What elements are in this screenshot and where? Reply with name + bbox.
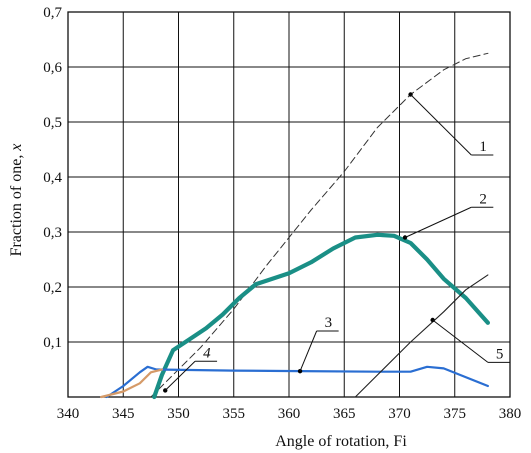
x-tick-label: 370 xyxy=(388,406,411,422)
annotation-3-leader xyxy=(299,330,318,372)
y-tick-label: 0,7 xyxy=(43,5,62,21)
y-axis-label-text: Fraction of one, xyxy=(8,151,25,257)
y-axis-label-var: x xyxy=(8,144,25,152)
annotations: 1 2 3 4 5 xyxy=(163,92,510,393)
x-axis-label: Angle of rotation, Fi xyxy=(275,433,407,450)
x-tick-label: 375 xyxy=(444,406,467,422)
x-tick-label: 355 xyxy=(223,406,246,422)
series-5-line xyxy=(354,274,489,398)
series-2-line xyxy=(152,232,490,400)
series-1-line xyxy=(150,52,489,398)
x-tick-label: 380 xyxy=(499,406,522,422)
annotation-4-label: 4 xyxy=(203,345,211,361)
annotation-2-dot xyxy=(402,235,408,240)
plot-frame xyxy=(67,11,511,398)
y-axis-label: Fraction of one, x xyxy=(8,144,25,257)
annotation-2-label: 2 xyxy=(479,191,487,207)
y-tick-label: 0,6 xyxy=(43,60,62,76)
y-tick-label: 0,3 xyxy=(43,225,62,241)
annotation-1-leader xyxy=(410,94,472,156)
annotation-3-label: 3 xyxy=(325,315,333,331)
x-tick-label: 345 xyxy=(112,406,135,422)
y-tick-label: 0,5 xyxy=(43,115,62,131)
annotation-5-leader xyxy=(432,319,489,363)
grid xyxy=(68,12,510,397)
y-tick-label: 0,2 xyxy=(43,280,62,296)
x-tick-label: 350 xyxy=(167,406,190,422)
x-tick-label: 365 xyxy=(333,406,356,422)
annotation-5-label: 5 xyxy=(496,346,504,362)
x-tick-label: 340 xyxy=(57,406,80,422)
axes xyxy=(67,11,511,398)
x-tick-label: 360 xyxy=(278,406,301,422)
series-4-line xyxy=(100,368,163,399)
y-tick-label: 0,4 xyxy=(43,170,62,186)
series-layer xyxy=(100,52,490,400)
y-tick-label: 0,1 xyxy=(43,335,62,351)
annotation-4-leader xyxy=(164,360,196,391)
annotation-1-label: 1 xyxy=(479,139,487,155)
annotation-2-leader xyxy=(404,206,472,238)
tick-labels: 340 345 350 355 360 365 370 375 3800,10,20,30,40… xyxy=(43,5,521,422)
